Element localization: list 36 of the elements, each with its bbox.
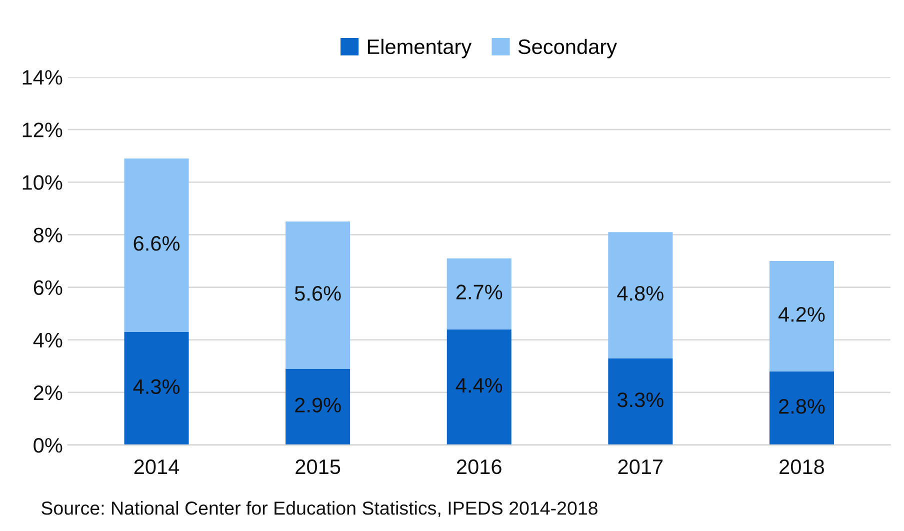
bar	[124, 332, 189, 445]
source-note: Source: National Center for Education Statistics, IPEDS 2014-2018	[42, 501, 598, 518]
y-tick-label: 12%	[22, 122, 62, 138]
bar	[446, 258, 512, 330]
bar	[446, 329, 512, 445]
legend-label: Elementary	[368, 38, 472, 58]
y-tick-label: 14%	[22, 70, 62, 85]
y-tick-label: 10%	[22, 175, 62, 190]
y-tick-label: 0%	[34, 438, 62, 453]
data-label: 4.2%	[778, 307, 825, 322]
data-label: 4.3%	[133, 379, 180, 394]
data-label: 3.3%	[617, 392, 664, 408]
data-label: 2.7%	[456, 284, 502, 300]
data-label: 4.8%	[617, 286, 664, 301]
bar	[608, 232, 673, 358]
x-tick-label: 2015	[296, 459, 340, 474]
x-tick-label: 2017	[618, 459, 663, 474]
bar	[769, 260, 834, 372]
bar	[608, 358, 673, 445]
y-tick-label: 8%	[34, 228, 62, 242]
bar	[286, 368, 350, 445]
y-tick-label: 2%	[34, 385, 62, 400]
data-label: 6.6%	[134, 236, 180, 251]
data-label: 2.8%	[779, 399, 825, 414]
data-label: 5.6%	[294, 286, 341, 301]
data-label: 4.4%	[456, 378, 502, 393]
y-tick-label: 4%	[33, 332, 62, 348]
bar	[769, 371, 834, 445]
data-label: 2.9%	[295, 398, 341, 412]
bar	[124, 158, 189, 332]
bar	[286, 222, 350, 369]
y-tick-label: 6%	[34, 280, 62, 296]
x-tick-label: 2016	[457, 459, 502, 474]
x-tick-label: 2018	[780, 459, 824, 474]
x-tick-label: 2014	[134, 459, 180, 474]
legend-label: Secondary	[518, 38, 617, 58]
